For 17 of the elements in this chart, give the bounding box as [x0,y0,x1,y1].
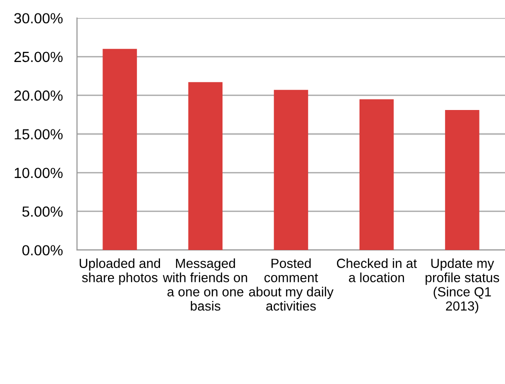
x-tick-label: Uploaded and share photos [80,258,160,285]
y-tick-label: 30.00% [14,13,63,24]
bar [188,82,223,250]
y-tick-label: 0.00% [22,245,63,256]
x-tick-label: Messaged with friends on a one on one basis [162,258,248,311]
x-tick-label: Posted comment about my daily activities [249,258,334,311]
y-tick-label: 20.00% [14,90,63,101]
y-tick-label: 25.00% [14,52,63,62]
x-tick-label: Checked in at a location [336,258,417,282]
x-tick-label: Update my profile status (Since Q1 2013) [426,258,500,314]
y-tick-label: 5.00% [22,206,63,217]
bar [359,99,394,250]
bar [445,110,480,250]
y-tick-label: 10.00% [14,168,63,178]
y-tick-label: 15.00% [14,129,63,140]
bar [102,48,137,250]
bar [274,90,308,250]
